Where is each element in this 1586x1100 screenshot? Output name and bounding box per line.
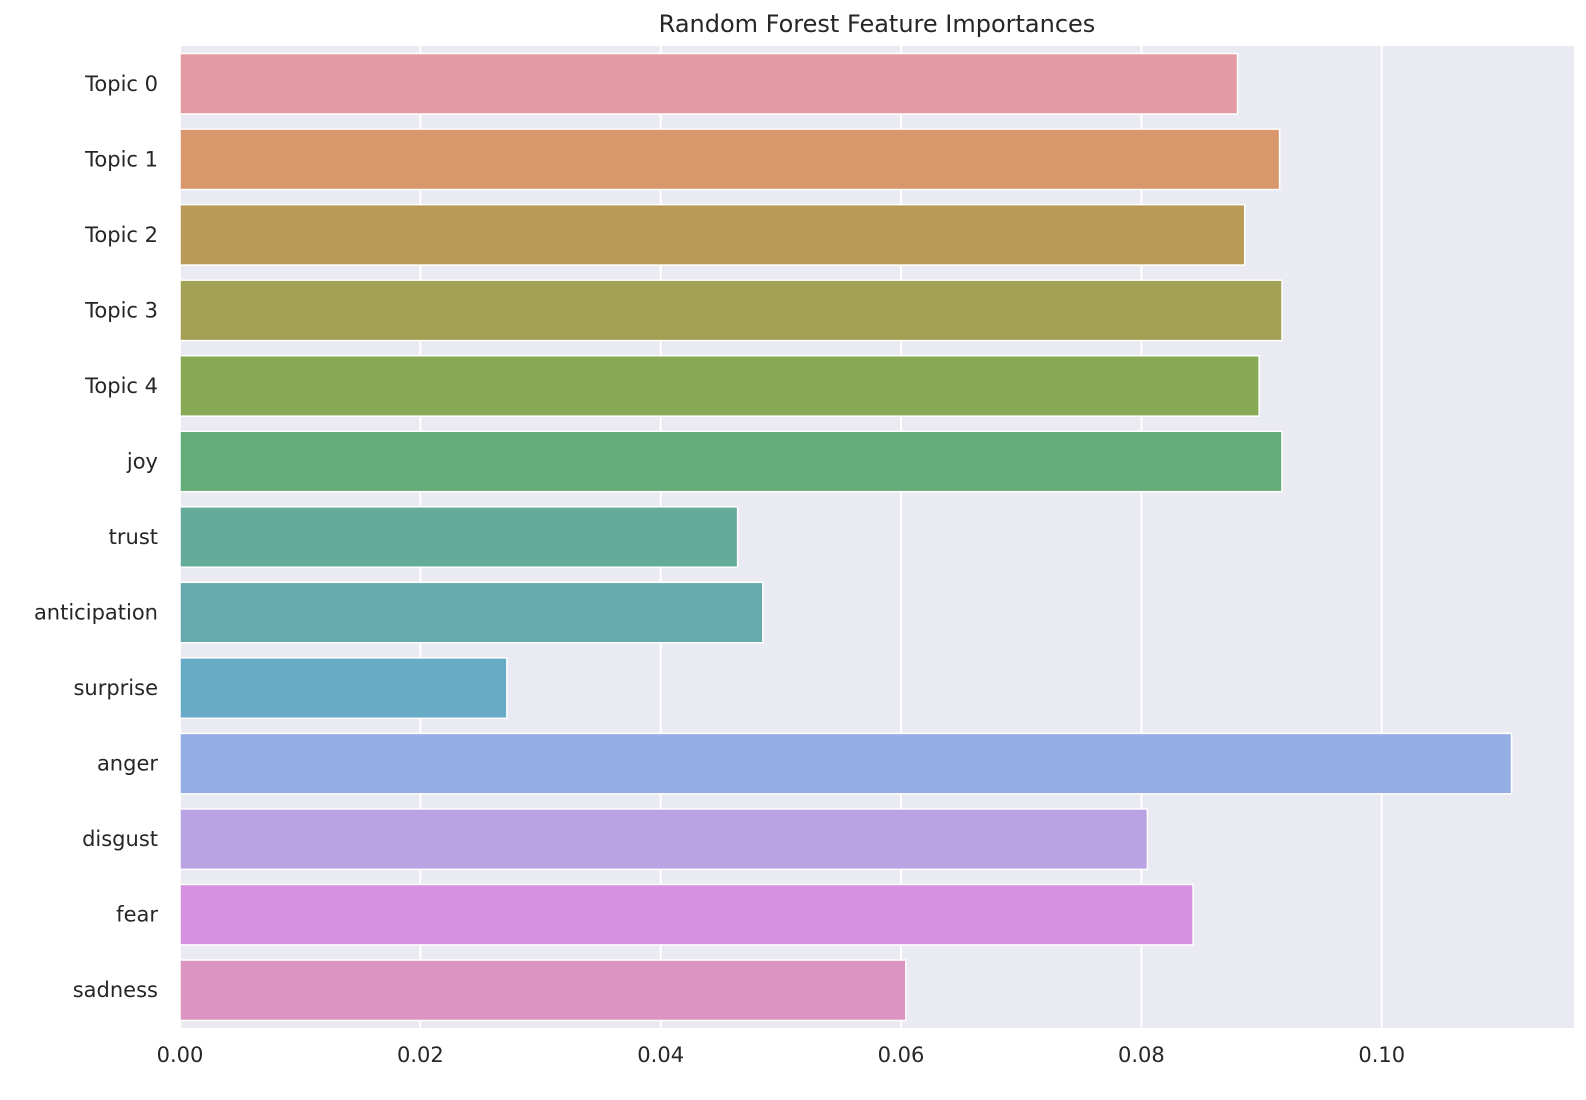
y-tick-label: Topic 3 <box>84 298 158 322</box>
bar-topic-0 <box>179 52 1239 115</box>
y-tick-label: Topic 0 <box>84 72 158 96</box>
bars <box>179 52 1513 1022</box>
y-tick-labels: Topic 0 Topic 1 Topic 2 Topic 3 Topic 4 joy tr… <box>34 72 158 1002</box>
bar-trust <box>179 506 739 568</box>
y-tick-label: Topic 2 <box>84 223 158 247</box>
y-tick-label: fear <box>116 903 158 927</box>
x-tick-label: 0.08 <box>1118 1043 1165 1067</box>
x-tick-label: 0.10 <box>1358 1043 1405 1067</box>
bar-topic-4 <box>179 354 1260 417</box>
bar-anger <box>179 732 1513 795</box>
bar-sadness <box>179 959 907 1022</box>
y-tick-label: anticipation <box>34 601 158 625</box>
x-tick-label: 0.04 <box>637 1043 684 1067</box>
x-tick-labels: 0.00 0.02 0.04 0.06 0.08 0.10 <box>157 1043 1405 1067</box>
bar-anticipation <box>179 581 764 644</box>
bar-joy <box>179 430 1283 493</box>
bar-disgust <box>179 808 1149 871</box>
y-tick-label: joy <box>126 449 158 473</box>
y-tick-label: Topic 1 <box>84 147 158 171</box>
bar-topic-2 <box>179 203 1246 266</box>
bar-topic-1 <box>179 128 1281 191</box>
y-tick-label: anger <box>97 752 158 776</box>
y-tick-label: sadness <box>73 978 158 1002</box>
x-tick-label: 0.00 <box>157 1043 204 1067</box>
y-tick-label: Topic 4 <box>84 374 158 398</box>
chart-title: Random Forest Feature Importances <box>659 10 1096 38</box>
bar-fear <box>179 883 1194 946</box>
x-tick-label: 0.02 <box>397 1043 444 1067</box>
y-tick-label: disgust <box>82 827 158 851</box>
bar-surprise <box>179 657 508 720</box>
bar-topic-3 <box>179 279 1283 342</box>
y-tick-label: trust <box>109 525 158 549</box>
y-tick-label: surprise <box>73 676 158 700</box>
x-tick-label: 0.06 <box>878 1043 925 1067</box>
